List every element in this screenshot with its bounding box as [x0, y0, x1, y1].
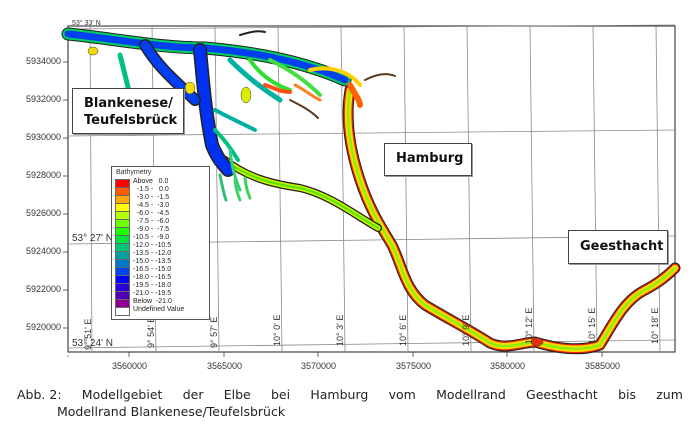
- legend-label: -19.5 - -18.0: [133, 282, 172, 289]
- x-tick-label: 3570000: [301, 361, 337, 371]
- lat-label: 53° 24' N: [72, 338, 113, 349]
- legend-label: Undefined Value: [133, 306, 185, 313]
- lon-label: 10° 18' E: [650, 307, 660, 344]
- legend-label: Below -21.0: [133, 298, 172, 305]
- legend-label: -21.0 - -19.5: [133, 290, 172, 297]
- y-tick-label: 5932000: [26, 94, 62, 104]
- x-tick-label: 3575000: [396, 361, 432, 371]
- lon-label: 10° 3' E: [335, 314, 345, 346]
- place-label-blankenese: Blankenese/ Teufelsbrück: [72, 88, 184, 134]
- x-tick-label: 3565000: [207, 361, 243, 371]
- caption-word: der: [182, 387, 204, 402]
- legend-label: Above 0.0: [133, 178, 169, 185]
- place-label-hamburg: Hamburg: [384, 143, 472, 176]
- lon-label: 9° 54' E: [146, 316, 156, 348]
- caption-word: Modellgebiet: [81, 387, 163, 402]
- y-tick-label: 5926000: [26, 208, 62, 218]
- caption-line-2: Modellrand Blankenese/Teufelsbrück: [57, 404, 286, 419]
- caption-word: Geesthacht: [526, 387, 598, 402]
- place-label-geesthacht: Geesthacht: [568, 230, 668, 264]
- legend-label: -10.5 - -9.0: [133, 234, 170, 241]
- place-label-line: Blankenese/: [84, 96, 173, 111]
- caption-word: Hamburg: [310, 387, 369, 402]
- legend-label: -1.5 - 0.0: [133, 186, 169, 193]
- y-tick-label: 5924000: [26, 246, 62, 256]
- legend-label: -3.0 - -1.5: [133, 194, 170, 201]
- lon-label: 10° 0' E: [272, 314, 282, 346]
- x-tick-label: 3585000: [585, 361, 621, 371]
- caption-word: bis: [618, 387, 636, 402]
- caption-word: Modellrand: [436, 387, 506, 402]
- lon-label: 10° 6' E: [398, 314, 408, 346]
- caption-word: Abb. 2:: [17, 387, 62, 402]
- y-tick-label: 5930000: [26, 132, 62, 142]
- legend-title: Bathymetry: [116, 169, 152, 176]
- lon-label: 10° 15' E: [587, 307, 597, 344]
- y-tick-label: 5920000: [26, 322, 62, 332]
- y-tick-label: 5928000: [26, 170, 62, 180]
- legend-label: -18.0 - -16.5: [133, 274, 172, 281]
- legend-label: -7.5 - -6.0: [133, 218, 170, 225]
- lat-label: 53° 33' N: [72, 20, 101, 27]
- lon-label: 9° 57' E: [209, 316, 219, 348]
- caption-word: bei: [271, 387, 291, 402]
- legend-label: -4.5 - -3.0: [133, 202, 170, 209]
- caption-word: zum: [656, 387, 683, 402]
- place-label-text: Hamburg: [396, 151, 464, 166]
- legend-label: -16.5 - -15.0: [133, 266, 172, 273]
- lon-label: 10° 9' E: [461, 314, 471, 346]
- bathymetry-legend: Bathymetry Above 0.0 -1.5 - 0.0 -3.0 - -…: [111, 166, 210, 320]
- map-figure: 5934000 5932000 5930000 5928000 5926000 …: [26, 20, 681, 371]
- caption-word: vom: [388, 387, 416, 402]
- y-tick-label: 5934000: [26, 56, 62, 66]
- y-tick-label: 5922000: [26, 284, 62, 294]
- figure-caption: Abb. 2: Modellgebiet der Elbe bei Hambur…: [17, 386, 683, 420]
- legend-label: -12.0 - -10.5: [133, 242, 172, 249]
- place-label-line: Teufelsbrück: [84, 113, 178, 128]
- lon-label: 10° 12' E: [524, 307, 534, 344]
- legend-swatch: [115, 307, 130, 316]
- caption-word: Elbe: [223, 387, 251, 402]
- legend-label: -13.5 - -12.0: [133, 250, 172, 257]
- legend-label: -15.0 - -13.5: [133, 258, 172, 265]
- legend-label: -9.0 - -7.5: [133, 226, 170, 233]
- caption-line-1: Abb. 2: Modellgebiet der Elbe bei Hambur…: [17, 386, 683, 403]
- lat-label: 53° 27' N: [72, 233, 113, 244]
- legend-item: Undefined Value: [115, 306, 207, 316]
- x-tick-label: 3580000: [490, 361, 526, 371]
- x-tick-label: 3560000: [112, 361, 148, 371]
- place-label-text: Geesthacht: [580, 239, 664, 254]
- legend-label: -6.0 - -4.5: [133, 210, 170, 217]
